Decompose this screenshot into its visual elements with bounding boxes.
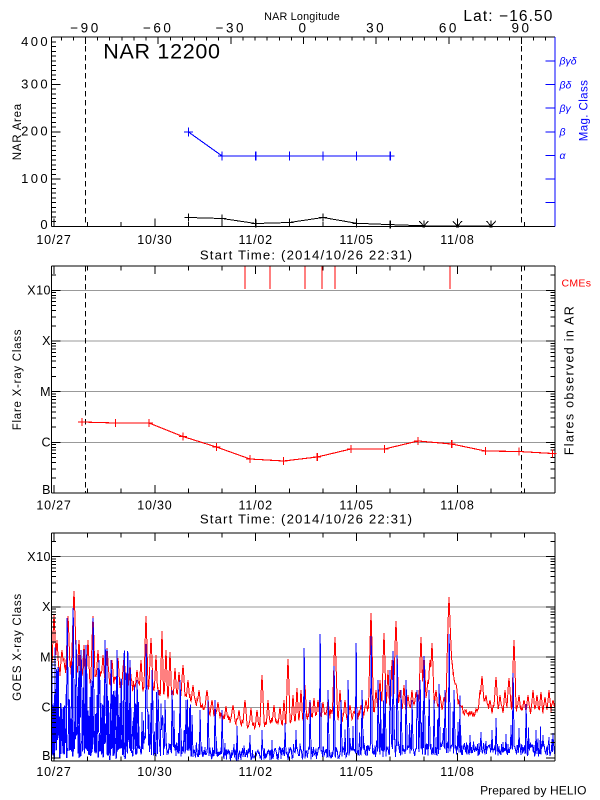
svg-text:Flare X-ray Class: Flare X-ray Class bbox=[12, 329, 24, 431]
svg-text:11/02: 11/02 bbox=[239, 499, 273, 513]
svg-text:10/27: 10/27 bbox=[36, 499, 71, 513]
svg-text:α: α bbox=[560, 150, 567, 162]
svg-text:Start Time: (2014/10/26 22:31): Start Time: (2014/10/26 22:31) bbox=[200, 248, 413, 263]
svg-text:10/27: 10/27 bbox=[36, 233, 71, 247]
svg-text:11/05: 11/05 bbox=[339, 765, 373, 779]
svg-text:GOES X-ray Class: GOES X-ray Class bbox=[12, 593, 24, 701]
svg-text:11/08: 11/08 bbox=[440, 499, 474, 513]
svg-text:200: 200 bbox=[21, 124, 50, 139]
svg-text:Mag. Class: Mag. Class bbox=[579, 80, 591, 142]
svg-text:M: M bbox=[40, 650, 51, 664]
svg-text:100: 100 bbox=[21, 171, 50, 186]
svg-text:NAR Area: NAR Area bbox=[12, 103, 24, 160]
svg-text:0: 0 bbox=[298, 21, 308, 36]
svg-text:B: B bbox=[42, 483, 51, 497]
svg-text:−90: −90 bbox=[70, 21, 100, 36]
svg-text:11/02: 11/02 bbox=[239, 765, 273, 779]
svg-text:0: 0 bbox=[40, 217, 50, 232]
svg-text:Start Time: (2014/10/26 22:31): Start Time: (2014/10/26 22:31) bbox=[200, 511, 413, 526]
svg-text:10/30: 10/30 bbox=[137, 499, 172, 513]
svg-text:90: 90 bbox=[511, 21, 531, 36]
svg-text:10/30: 10/30 bbox=[137, 233, 172, 247]
svg-text:300: 300 bbox=[21, 77, 50, 92]
svg-text:60: 60 bbox=[439, 21, 459, 36]
svg-text:11/05: 11/05 bbox=[339, 499, 373, 513]
svg-text:Prepared by HELIO: Prepared by HELIO bbox=[480, 784, 586, 798]
svg-text:30: 30 bbox=[366, 21, 386, 36]
svg-text:B: B bbox=[42, 749, 51, 763]
svg-text:Lat: −16.50: Lat: −16.50 bbox=[463, 8, 553, 25]
svg-text:10/27: 10/27 bbox=[36, 765, 71, 779]
svg-text:C: C bbox=[41, 436, 51, 450]
svg-text:−30: −30 bbox=[216, 21, 246, 36]
svg-text:NAR Longitude: NAR Longitude bbox=[264, 11, 340, 23]
svg-text:X: X bbox=[42, 334, 51, 348]
svg-text:βδ: βδ bbox=[559, 79, 572, 91]
svg-text:X10: X10 bbox=[27, 284, 51, 298]
svg-text:−60: −60 bbox=[143, 21, 173, 36]
svg-text:M: M bbox=[40, 385, 51, 399]
svg-text:X10: X10 bbox=[27, 550, 51, 564]
svg-text:11/08: 11/08 bbox=[440, 765, 474, 779]
svg-text:400: 400 bbox=[21, 34, 50, 49]
svg-text:11/05: 11/05 bbox=[339, 233, 373, 247]
svg-text:X: X bbox=[42, 600, 51, 614]
svg-text:10/30: 10/30 bbox=[137, 765, 172, 779]
svg-text:CMEs: CMEs bbox=[562, 278, 592, 290]
svg-text:11/02: 11/02 bbox=[239, 233, 273, 247]
svg-text:βγδ: βγδ bbox=[559, 56, 577, 68]
svg-text:11/08: 11/08 bbox=[440, 233, 474, 247]
svg-text:Flares observed in AR: Flares observed in AR bbox=[563, 305, 577, 455]
svg-text:C: C bbox=[41, 701, 51, 715]
svg-text:NAR 12200: NAR 12200 bbox=[103, 40, 220, 64]
svg-text:β: β bbox=[559, 127, 566, 139]
svg-text:βγ: βγ bbox=[559, 103, 572, 115]
